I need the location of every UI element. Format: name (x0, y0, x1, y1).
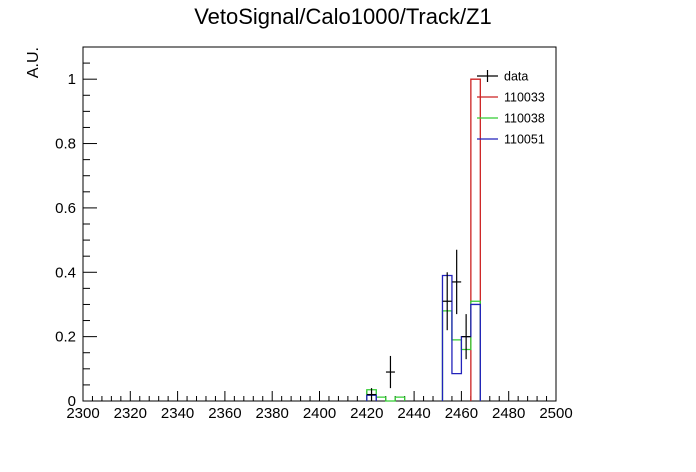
chart-title: VetoSignal/Calo1000/Track/Z1 (194, 4, 492, 29)
x-tick-label: 2500 (539, 405, 572, 422)
legend-item-data: data (477, 70, 528, 84)
x-tick-label: 2460 (445, 405, 478, 422)
legend-item-110051: 110051 (477, 133, 545, 147)
y-tick-label: 0.4 (55, 264, 76, 281)
y-tick-label: 0.2 (55, 329, 76, 346)
data-point (452, 249, 462, 315)
plot-frame (82, 46, 557, 402)
series-110033-histogram (470, 78, 481, 401)
legend-label: 110038 (504, 112, 545, 126)
data-point (461, 314, 471, 360)
legend-item-110033: 110033 (477, 91, 545, 105)
x-tick-label: 2340 (161, 405, 194, 422)
x-tick-label: 2360 (208, 405, 241, 422)
legend-label: 110033 (504, 91, 545, 105)
y-axis-label: A.U. (25, 47, 42, 78)
data-point (442, 272, 452, 331)
series-110051-histogram (366, 274, 481, 401)
x-tick-label: 2480 (492, 405, 525, 422)
y-tick-label: 1 (68, 71, 76, 88)
series-110038-histogram (366, 300, 481, 402)
legend: data 110033 110038 110051 (477, 70, 545, 147)
data-point (385, 355, 395, 389)
axis-ticks: 2300 2320 2340 2360 2380 2400 2420 2440 2460 2480… (55, 62, 573, 422)
legend-label: data (504, 70, 528, 84)
y-tick-label: 0 (68, 393, 76, 410)
x-tick-label: 2420 (350, 405, 383, 422)
x-tick-label: 2380 (256, 405, 289, 422)
x-tick-label: 2320 (114, 405, 147, 422)
x-tick-label: 2400 (303, 405, 336, 422)
legend-item-110038: 110038 (477, 112, 545, 126)
legend-label: 110051 (504, 133, 545, 147)
y-tick-label: 0.6 (55, 200, 76, 217)
data-point (367, 388, 377, 401)
x-tick-label: 2300 (66, 405, 99, 422)
series-layer (366, 78, 481, 402)
y-tick-label: 0.8 (55, 136, 76, 153)
x-tick-label: 2440 (397, 405, 430, 422)
